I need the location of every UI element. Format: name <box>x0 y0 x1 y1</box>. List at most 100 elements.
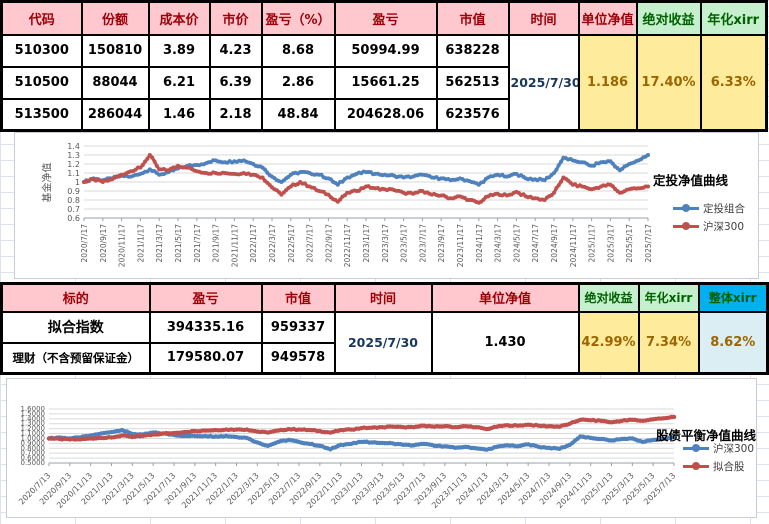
svg-text:2024/7/17: 2024/7/17 <box>531 224 540 263</box>
svg-text:2022/3/17: 2022/3/17 <box>268 224 277 263</box>
cell-abs-return[interactable]: 42.99% <box>577 310 640 375</box>
svg-text:2022/5/17: 2022/5/17 <box>287 224 296 263</box>
cell-price[interactable]: 2.18 <box>208 97 263 132</box>
header-overall-xirr[interactable]: 整体xirr <box>697 282 769 313</box>
header-code[interactable]: 代码 <box>0 0 83 36</box>
legend-label: 沪深300 <box>713 442 755 455</box>
svg-text:1.3000: 1.3000 <box>21 420 46 428</box>
cell-mv[interactable]: 562513 <box>435 65 510 100</box>
cell-time[interactable]: 2025/7/30 <box>507 33 580 132</box>
header-shares[interactable]: 份额 <box>80 0 150 36</box>
cell-pl-pct[interactable]: 48.84 <box>260 97 336 132</box>
svg-text:0.6: 0.6 <box>67 214 80 223</box>
header-pl[interactable]: 盈亏 <box>148 282 263 313</box>
svg-text:1.1000: 1.1000 <box>21 430 46 438</box>
balance-header-row: 标的 盈亏 市值 时间 单位净值 绝对收益 年化xirr 整体xirr <box>0 282 769 313</box>
cell-pl-pct[interactable]: 8.68 <box>260 33 336 68</box>
header-market-price[interactable]: 市价 <box>208 0 263 36</box>
cell-mv[interactable]: 949578 <box>260 341 336 375</box>
svg-text:2022/11/17: 2022/11/17 <box>343 224 352 267</box>
balance-table: 标的 盈亏 市值 时间 单位净值 绝对收益 年化xirr 整体xirr 拟合指数… <box>0 282 769 375</box>
cell-price[interactable]: 6.39 <box>208 65 263 100</box>
cell-cost[interactable]: 1.46 <box>147 97 211 132</box>
cell-pl[interactable]: 15661.25 <box>333 65 438 100</box>
cell-code[interactable]: 510300 <box>0 33 83 68</box>
legend-line-marker-icon <box>683 444 709 452</box>
cell-cost[interactable]: 3.89 <box>147 33 211 68</box>
cell-annual-xirr[interactable]: 7.34% <box>637 310 700 375</box>
cell-pl[interactable]: 394335.16 <box>148 310 263 344</box>
header-unit-nav[interactable]: 单位净值 <box>577 0 638 36</box>
header-abs-return[interactable]: 绝对收益 <box>635 0 702 36</box>
svg-text:0.9: 0.9 <box>67 187 80 196</box>
cell-cost[interactable]: 6.21 <box>147 65 211 100</box>
header-time[interactable]: 时间 <box>507 0 580 36</box>
header-market-value[interactable]: 市值 <box>260 282 336 313</box>
header-unit-nav[interactable]: 单位净值 <box>430 282 580 313</box>
cell-mv[interactable]: 623576 <box>435 97 510 132</box>
svg-text:2022/7/17: 2022/7/17 <box>306 224 315 263</box>
svg-text:1.2000: 1.2000 <box>21 425 46 433</box>
svg-text:2024/9/17: 2024/9/17 <box>550 224 559 263</box>
svg-text:1.5000: 1.5000 <box>21 410 46 418</box>
dca-nav-chart: 基金净值 1.4 1.3 1.2 1.1 1 0.9 0.8 0.7 0.6 2020/7/17 2… <box>14 132 759 279</box>
legend-label: 沪深300 <box>703 220 745 233</box>
cell-overall-xirr[interactable]: 8.62% <box>697 310 769 375</box>
cell-shares[interactable]: 286044 <box>80 97 150 132</box>
header-cost-price[interactable]: 成本价 <box>147 0 211 36</box>
cell-code[interactable]: 510500 <box>0 65 83 100</box>
svg-text:2021/3/17: 2021/3/17 <box>155 224 164 263</box>
svg-text:2022/1/17: 2022/1/17 <box>249 224 258 263</box>
svg-text:2025/5/17: 2025/5/17 <box>625 224 634 263</box>
legend-item-fitted-stock: 拟合股 <box>683 457 754 475</box>
cell-target[interactable]: 理财（不含预留保证金） <box>0 341 151 375</box>
header-annual-xirr[interactable]: 年化xirr <box>699 0 768 36</box>
header-market-value[interactable]: 市值 <box>435 0 510 36</box>
cell-unit-nav[interactable]: 1.430 <box>430 310 580 375</box>
svg-text:2021/1/17: 2021/1/17 <box>136 224 145 263</box>
cell-price[interactable]: 4.23 <box>208 33 263 68</box>
table-row: 理财（不含预留保证金） 179580.07 949578 <box>0 341 768 375</box>
header-target[interactable]: 标的 <box>0 282 151 313</box>
svg-text:0.7: 0.7 <box>67 205 80 214</box>
cell-annual-xirr[interactable]: 6.33% <box>699 33 768 132</box>
svg-text:2023/3/17: 2023/3/17 <box>381 224 390 263</box>
svg-text:2023/9/17: 2023/9/17 <box>437 224 446 263</box>
svg-text:2020/11/17: 2020/11/17 <box>118 224 127 267</box>
cell-time[interactable]: 2025/7/30 <box>333 310 433 375</box>
svg-text:2022/9/17: 2022/9/17 <box>324 224 333 263</box>
cell-code[interactable]: 513500 <box>0 97 83 132</box>
cell-pl[interactable]: 50994.99 <box>333 33 438 68</box>
cell-pl[interactable]: 179580.07 <box>148 341 263 375</box>
chart-title: 定投净值曲线 <box>653 173 729 188</box>
svg-text:1.4: 1.4 <box>67 142 80 151</box>
table-row: 510300 150810 3.89 4.23 8.68 50994.99 63… <box>0 33 768 132</box>
svg-text:1.3: 1.3 <box>67 151 80 160</box>
svg-text:1.4000: 1.4000 <box>21 415 46 423</box>
header-time[interactable]: 时间 <box>333 282 433 313</box>
legend-label: 拟合股 <box>713 460 745 473</box>
cell-abs-return[interactable]: 17.40% <box>635 33 702 132</box>
header-annual-xirr[interactable]: 年化xirr <box>637 282 700 313</box>
header-pl-percent[interactable]: 盈亏（%） <box>260 0 336 36</box>
header-abs-return[interactable]: 绝对收益 <box>577 282 640 313</box>
legend-item-hs300: 沪深300 <box>683 439 754 457</box>
svg-text:2025/7/17: 2025/7/17 <box>644 224 653 263</box>
positions-table: 代码 份额 成本价 市价 盈亏（%） 盈亏 市值 时间 单位净值 绝对收益 年化… <box>0 0 768 132</box>
cell-shares[interactable]: 150810 <box>80 33 150 68</box>
stock-bond-balance-chart: 1.6000 1.5000 1.4000 1.3000 1.2000 1.1000 1.00… <box>6 378 757 518</box>
cell-unit-nav[interactable]: 1.186 <box>577 33 638 132</box>
svg-text:0.5000: 0.5000 <box>21 459 46 467</box>
cell-mv[interactable]: 638228 <box>435 33 510 68</box>
svg-text:2025/3/17: 2025/3/17 <box>606 224 615 263</box>
svg-text:2020/7/17: 2020/7/17 <box>80 224 89 263</box>
cell-pl[interactable]: 204628.06 <box>333 97 438 132</box>
table-row: 513500 286044 1.46 2.18 48.84 204628.06 … <box>0 97 767 132</box>
legend-line-marker-icon <box>673 222 699 230</box>
cell-target[interactable]: 拟合指数 <box>0 310 151 344</box>
cell-mv[interactable]: 959337 <box>260 310 336 344</box>
cell-pl-pct[interactable]: 2.86 <box>260 65 336 100</box>
cell-shares[interactable]: 88044 <box>80 65 150 100</box>
header-pl[interactable]: 盈亏 <box>333 0 438 36</box>
